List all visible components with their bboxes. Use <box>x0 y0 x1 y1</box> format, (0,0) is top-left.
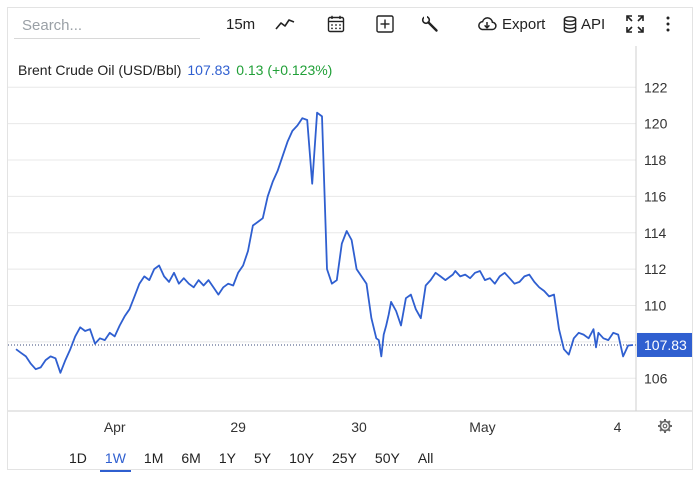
price-series-line <box>15 111 634 374</box>
chart-widget-frame <box>7 7 693 470</box>
last-price-tag-bg <box>637 332 693 357</box>
settings-tools-button[interactable] <box>421 12 439 36</box>
chart-legend: Brent Crude Oil (USD/Bbl) 107.83 0.13 (+… <box>18 62 332 78</box>
more-vertical-icon <box>665 15 671 33</box>
range-1d[interactable]: 1D <box>69 450 87 466</box>
add-indicator-button[interactable] <box>376 12 394 36</box>
chart-toolbar: 15m <box>0 0 700 46</box>
price-chart[interactable]: 106 110 112 114 116 118 120 122 Apr 29 30 May 4 107.8… <box>8 46 693 441</box>
y-tick-label: 122 <box>644 79 668 95</box>
x-tick-label: Apr <box>104 419 126 435</box>
range-25y[interactable]: 25Y <box>331 450 357 466</box>
fullscreen-button[interactable] <box>626 12 644 36</box>
export-label: Export <box>502 15 546 33</box>
api-button[interactable]: API <box>563 12 605 36</box>
chart-area[interactable]: 106 110 112 114 116 118 120 122 Apr 29 30 May 4 107.8… <box>8 46 693 441</box>
y-tick-label: 106 <box>644 370 668 386</box>
range-1w[interactable]: 1W <box>96 446 135 472</box>
interval-selector[interactable]: 15m <box>226 12 255 36</box>
export-button[interactable]: Export <box>477 12 545 36</box>
settings-gear-icon[interactable] <box>658 419 672 433</box>
api-label: API <box>581 15 606 33</box>
range-selector: 1D 1W 1M 6M 1Y 5Y 10Y 25Y 50Y All <box>60 446 442 472</box>
y-tick-label: 120 <box>644 116 668 132</box>
legend-instrument-name: Brent Crude Oil (USD/Bbl) <box>18 62 182 78</box>
y-tick-label: 110 <box>644 298 667 314</box>
y-tick-label: 118 <box>644 152 667 168</box>
last-price-tag: 107.83 <box>637 332 693 357</box>
y-tick-label: 114 <box>644 225 667 241</box>
x-tick-label: 30 <box>351 419 367 435</box>
y-tick-label: 116 <box>644 188 667 204</box>
calendar-icon <box>327 15 345 33</box>
search-input[interactable] <box>14 13 200 39</box>
range-10y[interactable]: 10Y <box>289 450 314 466</box>
x-tick-label: 4 <box>614 419 622 435</box>
range-5y[interactable]: 5Y <box>253 450 272 466</box>
range-50y[interactable]: 50Y <box>374 450 400 466</box>
range-1m[interactable]: 1M <box>143 450 164 466</box>
x-tick-label: 29 <box>230 419 246 435</box>
more-options-button[interactable] <box>665 12 671 36</box>
database-icon <box>563 15 577 33</box>
interval-label: 15m <box>226 15 256 33</box>
legend-change: 0.13 (+0.123%) <box>236 62 333 78</box>
plus-square-icon <box>376 15 394 33</box>
range-1y[interactable]: 1Y <box>218 450 236 466</box>
wrench-icon <box>421 15 439 33</box>
x-tick-label: May <box>469 419 495 435</box>
range-all[interactable]: All <box>417 450 434 466</box>
calendar-button[interactable] <box>327 12 345 36</box>
y-tick-label: 112 <box>644 261 667 277</box>
cloud-download-icon <box>477 16 497 32</box>
last-price-tag-text: 107.83 <box>644 337 687 353</box>
line-chart-icon <box>275 16 295 32</box>
fullscreen-icon <box>626 15 644 33</box>
chart-type-button[interactable] <box>275 12 295 36</box>
legend-last-price: 107.83 <box>187 62 231 78</box>
range-6m[interactable]: 6M <box>181 450 201 466</box>
